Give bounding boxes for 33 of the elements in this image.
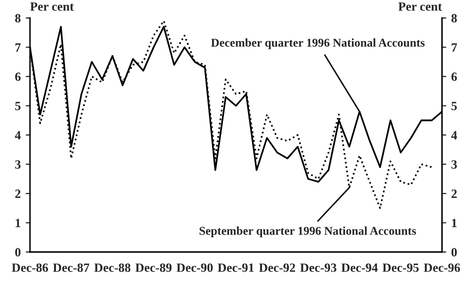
- annotation: December quarter 1996 National Accounts: [211, 38, 425, 50]
- y-tick-label: 7: [15, 43, 21, 52]
- y-tick-label: 6: [15, 72, 21, 81]
- x-tick-label: Dec-89: [135, 263, 172, 272]
- y-tick-label: 5: [15, 102, 21, 110]
- y2-axis-title: Per cent: [398, 2, 442, 11]
- x-tick-label: Dec-90: [176, 263, 213, 272]
- y2-tick-label: 0: [452, 248, 457, 256]
- x-tick-label: Dec-94: [341, 264, 378, 272]
- y2-tick-label: 2: [452, 190, 457, 198]
- y-axis-title: Per cent: [30, 2, 74, 11]
- y-tick-label: 4: [14, 131, 21, 140]
- x-tick-label: Dec-93: [300, 264, 336, 272]
- y-tick-label: 0: [15, 248, 20, 256]
- x-tick-label: Dec-87: [52, 263, 90, 272]
- y2-tick-label: 6: [451, 72, 457, 81]
- annotation: September quarter 1996 National Accounts: [200, 226, 416, 238]
- y-tick-label: 1: [16, 218, 20, 228]
- y2-tick-label: 3: [452, 160, 457, 169]
- y2-tick-label: 1: [452, 218, 457, 228]
- y-tick-label: 2: [15, 190, 20, 198]
- x-tick-label: Dec-95: [382, 264, 419, 272]
- y2-tick-label: 4: [451, 131, 458, 140]
- x-tick-label: Dec-92: [259, 264, 296, 272]
- y-tick-label: 8: [15, 14, 21, 22]
- x-tick-label: Dec-88: [94, 263, 130, 272]
- y2-tick-label: 8: [451, 14, 457, 22]
- x-tick-label: Dec-96: [424, 264, 460, 272]
- x-tick-label: Dec-91: [218, 264, 254, 272]
- x-tick-label: Dec-86: [12, 263, 48, 272]
- y-tick-label: 3: [15, 160, 21, 169]
- y2-tick-label: 5: [452, 102, 457, 110]
- y2-tick-label: 7: [452, 43, 457, 52]
